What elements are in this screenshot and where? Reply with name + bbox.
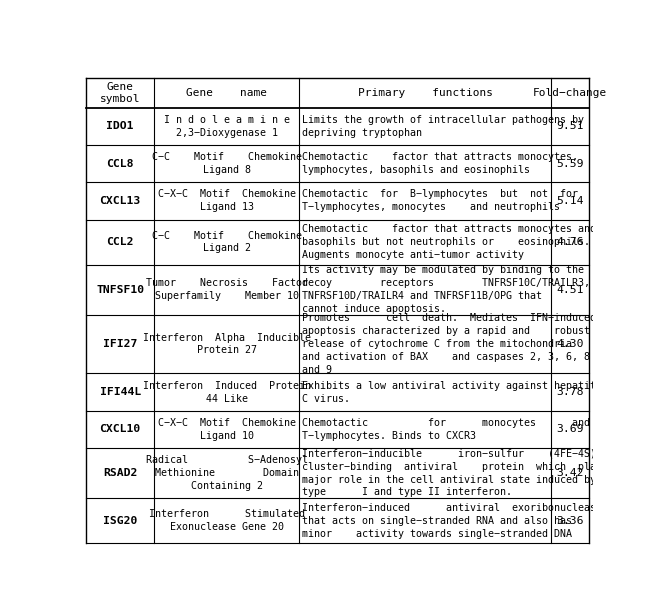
Text: Interferon      Stimulated
Exonuclease Gene 20: Interferon Stimulated Exonuclease Gene 2… [149, 509, 304, 532]
Text: 4.51: 4.51 [556, 285, 584, 295]
Text: Limits the growth of intracellular pathogens by
depriving tryptophan: Limits the growth of intracellular patho… [302, 115, 585, 138]
Text: CXCL10: CXCL10 [100, 424, 141, 434]
Text: ISG20: ISG20 [103, 516, 137, 526]
Text: Interferon−induced      antiviral  exoribonuclease
that acts on single−stranded : Interferon−induced antiviral exoribonucl… [302, 503, 602, 539]
Text: Interferon  Alpha  Inducible
Protein 27: Interferon Alpha Inducible Protein 27 [142, 333, 310, 355]
Text: C−C    Motif    Chemokine
Ligand 8: C−C Motif Chemokine Ligand 8 [152, 152, 302, 175]
Text: Chemotactic    factor that attracts monocytes and
basophils but not neutrophils : Chemotactic factor that attracts monocyt… [302, 224, 596, 260]
Text: Interferon−inducible      iron−sulfur    (4FE−4S)
cluster−binding  antiviral    : Interferon−inducible iron−sulfur (4FE−4S… [302, 449, 627, 498]
Text: IFI27: IFI27 [103, 339, 137, 349]
Text: Fold−change: Fold−change [533, 88, 607, 98]
Text: IDO1: IDO1 [106, 121, 134, 131]
Text: Chemotactic          for      monocytes      and
T−lymphocytes. Binds to CXCR3: Chemotactic for monocytes and T−lymphocy… [302, 418, 590, 441]
Text: 5.14: 5.14 [556, 196, 584, 206]
Text: Its activity may be modulated by binding to the
decoy        receptors        TN: Its activity may be modulated by binding… [302, 266, 590, 314]
Text: Promotes      cell  death.  Mediates  IFN−induced
apoptosis characterized by a r: Promotes cell death. Mediates IFN−induce… [302, 314, 596, 375]
Text: Chemotactic  for  B−lymphocytes  but  not  for
T−lymphocytes, monocytes    and n: Chemotactic for B−lymphocytes but not fo… [302, 189, 579, 212]
Text: TNFSF10: TNFSF10 [96, 285, 144, 295]
Text: C−C    Motif    Chemokine
Ligand 2: C−C Motif Chemokine Ligand 2 [152, 231, 302, 253]
Text: RSAD2: RSAD2 [103, 468, 137, 478]
Text: Interferon  Induced  Protein
44 Like: Interferon Induced Protein 44 Like [142, 381, 310, 403]
Text: 3.69: 3.69 [556, 424, 584, 434]
Text: CCL2: CCL2 [106, 237, 134, 247]
Text: Radical          S−Adenosyl
Methionine        Domain
Containing 2: Radical S−Adenosyl Methionine Domain Con… [146, 455, 308, 491]
Text: 9.51: 9.51 [556, 121, 584, 131]
Text: 3.36: 3.36 [556, 516, 584, 526]
Text: 3.42: 3.42 [556, 468, 584, 478]
Text: CCL8: CCL8 [106, 159, 134, 169]
Text: Gene
symbol: Gene symbol [100, 82, 140, 104]
Text: I n d o l e a m i n e
2,3−Dioxygenase 1: I n d o l e a m i n e 2,3−Dioxygenase 1 [163, 115, 290, 138]
Text: Gene    name: Gene name [186, 88, 267, 98]
Text: IFI44L: IFI44L [100, 387, 141, 397]
Text: 4.30: 4.30 [556, 339, 584, 349]
Text: C−X−C  Motif  Chemokine
Ligand 10: C−X−C Motif Chemokine Ligand 10 [158, 418, 296, 441]
Text: C−X−C  Motif  Chemokine
Ligand 13: C−X−C Motif Chemokine Ligand 13 [158, 189, 296, 212]
Text: Chemotactic    factor that attracts monocytes,
lymphocytes, basophils and eosino: Chemotactic factor that attracts monocyt… [302, 152, 579, 175]
Text: 4.76: 4.76 [556, 237, 584, 247]
Text: Tumor    Necrosis    Factor
Superfamily    Member 10: Tumor Necrosis Factor Superfamily Member… [146, 278, 308, 301]
Text: CXCL13: CXCL13 [100, 196, 141, 206]
Text: Exhibits a low antiviral activity against hepatitis
C virus.: Exhibits a low antiviral activity agains… [302, 381, 608, 403]
Text: Primary    functions: Primary functions [358, 88, 493, 98]
Text: 5.59: 5.59 [556, 159, 584, 169]
Text: 3.78: 3.78 [556, 387, 584, 397]
